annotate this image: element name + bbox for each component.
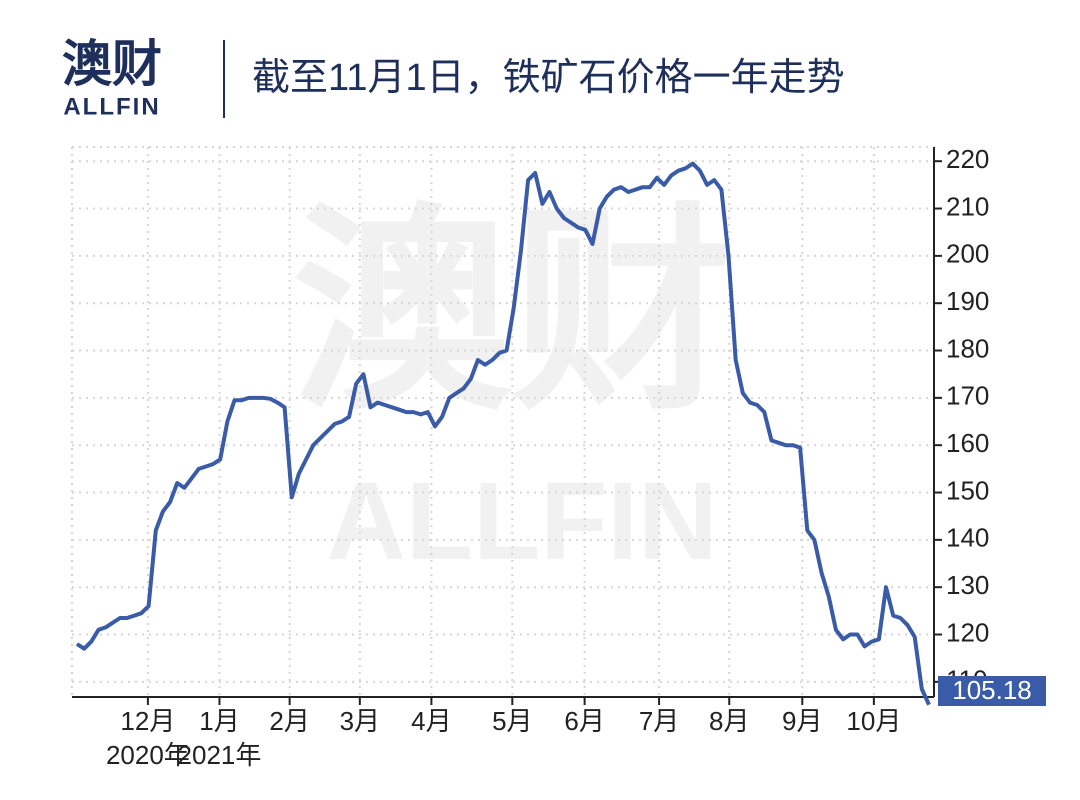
chart-title: 截至11月1日，铁矿石价格一年走势 — [252, 57, 845, 99]
y-tick-label: 160 — [946, 428, 989, 458]
x-tick-label: 10月 — [846, 706, 901, 736]
x-tick-label: 8月 — [709, 706, 749, 736]
logo-sub: ALLFIN — [63, 93, 160, 120]
end-label: 105.18 — [952, 675, 1032, 705]
x-tick-label: 3月 — [340, 706, 380, 736]
x-tick-label: 5月 — [492, 706, 532, 736]
watermark-sub: ALLFIN — [326, 460, 717, 583]
x-tick-label: 7月 — [639, 706, 679, 736]
y-tick-label: 210 — [946, 191, 989, 221]
x-tick-label: 12月 — [120, 706, 175, 736]
y-tick-label: 150 — [946, 475, 989, 505]
x-tick-label: 9月 — [782, 706, 822, 736]
year-label: 2021年 — [178, 740, 262, 770]
year-label: 2020年 — [106, 740, 190, 770]
y-tick-label: 120 — [946, 617, 989, 647]
y-tick-label: 130 — [946, 570, 989, 600]
y-tick-label: 180 — [946, 333, 989, 363]
logo: 澳财 — [62, 36, 162, 92]
y-tick-label: 190 — [946, 286, 989, 316]
x-tick-label: 2月 — [269, 706, 309, 736]
x-tick-label: 6月 — [564, 706, 604, 736]
x-tick-label: 4月 — [411, 706, 451, 736]
end-label-box — [938, 676, 1046, 706]
y-tick-label: 220 — [946, 144, 989, 174]
y-tick-label: 170 — [946, 381, 989, 411]
y-tick-label: 140 — [946, 523, 989, 553]
x-tick-label: 1月 — [199, 706, 239, 736]
price-line — [75, 161, 931, 706]
y-tick-label: 200 — [946, 239, 989, 269]
